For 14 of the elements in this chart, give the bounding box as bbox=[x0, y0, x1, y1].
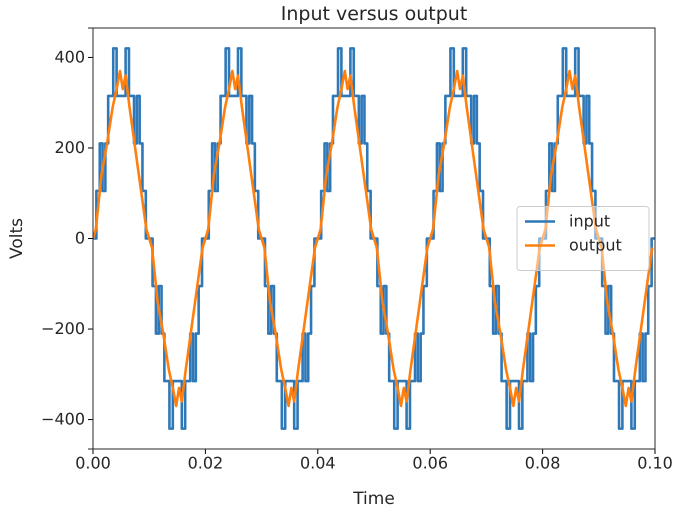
y-axis-title: Volts bbox=[7, 218, 27, 259]
x-tick-label: 0.04 bbox=[300, 453, 336, 472]
x-tick-label: 0.02 bbox=[188, 453, 224, 472]
x-axis-title: Time bbox=[352, 489, 395, 509]
x-tick-label: 0.10 bbox=[637, 453, 673, 472]
x-tick-label: 0.00 bbox=[75, 453, 111, 472]
y-tick-label: 200 bbox=[54, 138, 85, 158]
y-tick-label: −200 bbox=[41, 319, 85, 338]
chart-title: Input versus output bbox=[280, 3, 468, 25]
y-tick-label: 0 bbox=[74, 228, 85, 248]
y-tick-label: −400 bbox=[41, 410, 85, 429]
x-tick-label: 0.06 bbox=[412, 453, 448, 472]
x-tick-label: 0.08 bbox=[524, 453, 560, 472]
y-tick-label: 400 bbox=[54, 48, 85, 67]
